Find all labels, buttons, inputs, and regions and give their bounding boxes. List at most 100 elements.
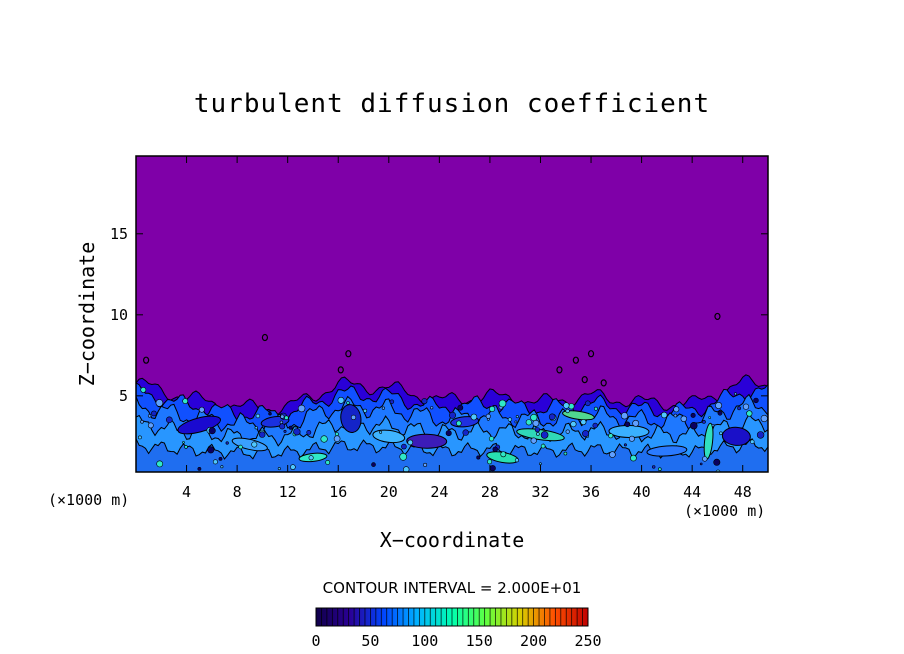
colorbar-tick-label: 200	[520, 632, 547, 650]
speckle	[155, 399, 164, 407]
speckle	[525, 419, 532, 426]
speckle	[470, 413, 478, 421]
speckle	[539, 462, 542, 466]
speckle	[306, 429, 312, 435]
speckle	[455, 420, 462, 427]
speckle	[756, 431, 765, 439]
plot-frame	[135, 155, 769, 473]
speckle	[225, 441, 229, 445]
speckle	[255, 413, 261, 419]
speckle	[140, 386, 147, 393]
speckle	[197, 466, 202, 471]
speckle	[620, 412, 629, 420]
speckle	[592, 422, 598, 429]
speckle	[584, 400, 591, 407]
speckle	[421, 398, 428, 405]
speckle	[632, 419, 640, 427]
speckle	[498, 399, 507, 408]
speckle	[580, 419, 587, 426]
speckle	[283, 429, 287, 433]
speckle	[507, 417, 513, 422]
speckle	[563, 451, 568, 456]
speckle	[487, 459, 493, 465]
x-unit-left: (×1000 m)	[48, 491, 129, 509]
colorbar-tick-label: 150	[466, 632, 493, 650]
speckle	[337, 396, 345, 404]
speckle	[381, 406, 386, 410]
colorbar-tick-label: 250	[574, 632, 601, 650]
speckle	[530, 413, 538, 422]
speckle	[609, 451, 616, 458]
isolated-contour	[345, 350, 352, 358]
eddy	[231, 437, 268, 452]
speckle	[737, 406, 742, 411]
x-tick-label: 16	[329, 483, 347, 501]
speckle	[690, 422, 698, 430]
isolated-contour	[587, 350, 595, 358]
speckle	[699, 462, 703, 466]
isolated-contour	[581, 376, 588, 384]
speckle	[476, 455, 481, 460]
speckle	[308, 455, 314, 461]
speckle	[182, 398, 189, 404]
x-axis-label: X−coordinate	[380, 528, 525, 552]
speckle	[423, 462, 428, 467]
speckle	[208, 427, 216, 435]
colorbar-tick-label: 100	[411, 632, 438, 650]
speckle	[690, 412, 696, 418]
y-axis-label: Z−coordinate	[75, 242, 99, 387]
speckle	[430, 406, 434, 410]
speckle	[182, 441, 185, 444]
speckle	[630, 454, 637, 462]
speckle	[156, 460, 164, 468]
speckle	[623, 443, 627, 447]
speckle	[488, 436, 495, 442]
x-tick-label: 24	[430, 483, 448, 501]
speckle	[462, 429, 469, 436]
speckle	[279, 420, 284, 424]
x-tick-label: 8	[233, 483, 242, 501]
speckle	[334, 432, 339, 437]
colorbar-contour-lines	[321, 608, 583, 626]
speckle	[746, 410, 753, 417]
speckle	[399, 452, 408, 461]
turbulent-field	[136, 312, 768, 472]
plot-area	[136, 156, 768, 472]
speckle	[279, 423, 286, 430]
speckle	[389, 399, 395, 404]
isolated-contour	[143, 356, 150, 364]
speckle	[346, 401, 350, 405]
speckle	[363, 408, 368, 413]
speckle	[147, 414, 152, 418]
speckle	[530, 437, 537, 444]
speckle	[594, 406, 598, 411]
speckle	[184, 445, 188, 449]
speckle	[657, 467, 662, 472]
speckle	[259, 431, 266, 438]
eddy	[177, 415, 222, 435]
isolated-contour	[714, 312, 721, 321]
speckle	[457, 404, 464, 411]
speckle	[492, 446, 498, 452]
speckle	[673, 413, 678, 418]
speckle	[715, 401, 723, 409]
x-tick-label: 12	[279, 483, 297, 501]
speckle	[628, 435, 635, 442]
y-tick-label: 10	[110, 306, 128, 324]
x-tick-label: 32	[531, 483, 549, 501]
speckle	[489, 465, 496, 472]
x-tick-label: 48	[734, 483, 752, 501]
speckle	[536, 432, 540, 436]
speckle	[515, 415, 519, 419]
speckle	[297, 404, 306, 413]
speckle	[534, 427, 541, 433]
speckle	[717, 410, 723, 416]
speckle	[212, 459, 218, 465]
speckle	[251, 441, 258, 448]
speckle	[371, 462, 376, 467]
speckle	[624, 421, 631, 428]
isolated-contour	[600, 379, 607, 387]
speckle	[608, 433, 614, 439]
x-tick-label: 4	[182, 483, 191, 501]
